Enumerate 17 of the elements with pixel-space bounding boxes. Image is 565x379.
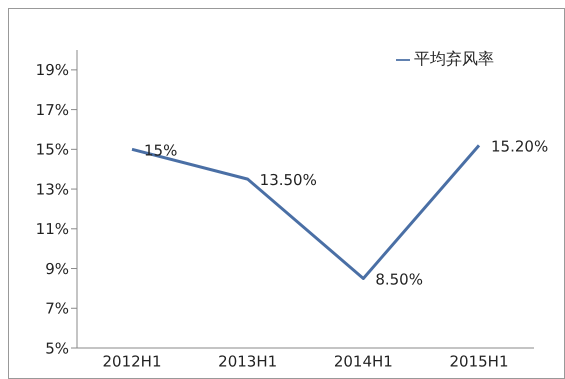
y-tick-label: 17% [36,100,69,119]
x-tick-label: 2013H1 [218,352,278,371]
x-tick-label: 2015H1 [450,352,508,371]
y-tick-label: 19% [36,61,69,80]
y-tick-label: 15% [36,140,69,159]
y-tick-label: 9% [45,260,69,278]
data-label: 15% [144,141,178,160]
legend-label: 平均弃风率 [414,49,494,68]
x-tick-label: 2014H1 [334,352,393,371]
data-label: 15.20% [491,137,548,156]
y-tick-label: 11% [36,220,69,238]
y-tick-label: 5% [45,339,69,358]
y-tick-label: 13% [36,180,69,198]
x-tick-label: 2012H1 [102,352,162,371]
data-label: 13.50% [260,171,317,190]
y-tick-label: 7% [45,300,69,318]
data-label: 8.50% [375,270,423,288]
